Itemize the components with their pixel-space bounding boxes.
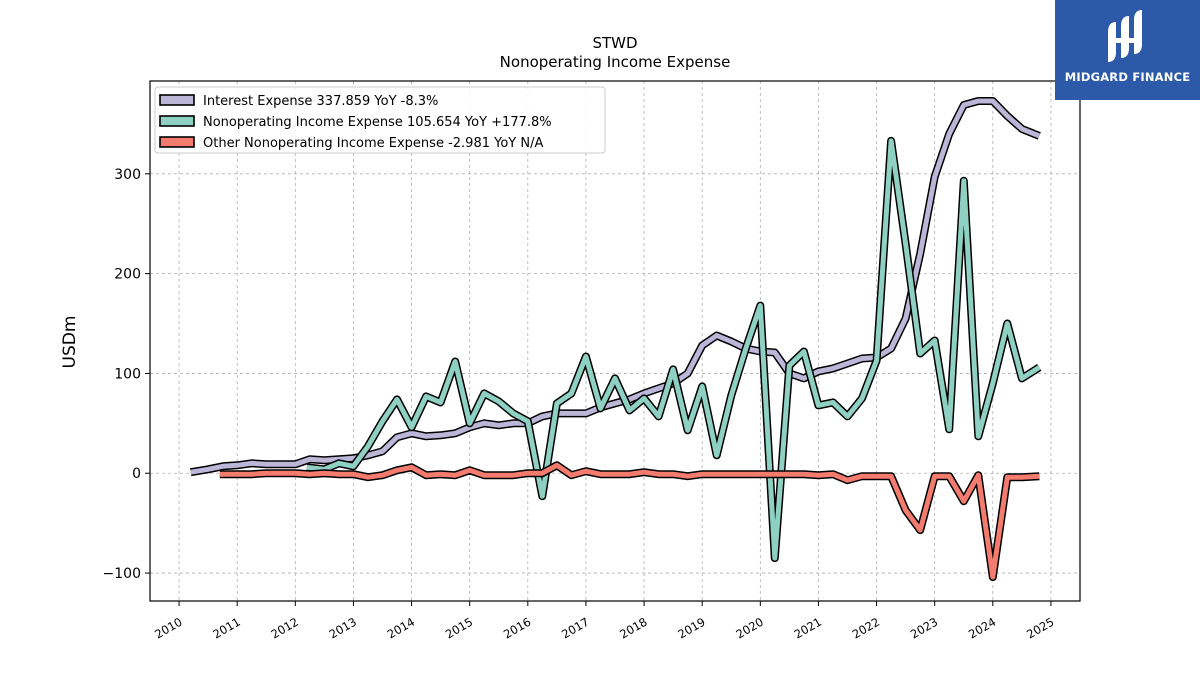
chart-subtitle: Nonoperating Income Expense bbox=[500, 53, 731, 71]
x-tick-label: 2012 bbox=[269, 615, 301, 642]
x-tick-label: 2014 bbox=[385, 615, 417, 642]
chart-title: STWD bbox=[592, 34, 637, 52]
legend-label-nonoperating-income-expense: Nonoperating Income Expense 105.654 YoY … bbox=[203, 115, 552, 130]
x-tick-label: 2011 bbox=[210, 615, 242, 642]
x-tick-label: 2022 bbox=[850, 615, 882, 642]
y-tick-label: 300 bbox=[114, 167, 141, 183]
legend-label-interest-expense: Interest Expense 337.859 YoY -8.3% bbox=[203, 94, 438, 109]
y-tick-label: 0 bbox=[132, 466, 141, 482]
x-tick-label: 2017 bbox=[559, 615, 591, 642]
x-tick-label: 2010 bbox=[152, 615, 184, 642]
x-tick-label: 2018 bbox=[617, 615, 649, 642]
legend-swatch-other-nonoperating-income-expense bbox=[159, 136, 195, 148]
x-tick-label: 2016 bbox=[501, 615, 533, 642]
x-tick-label: 2015 bbox=[443, 615, 475, 642]
series-line-nonoperating-income-expense bbox=[306, 138, 1041, 561]
legend-label-other-nonoperating-income-expense: Other Nonoperating Income Expense -2.981… bbox=[203, 136, 543, 151]
series-lines bbox=[190, 97, 1042, 581]
series-line-other-nonoperating-income-expense bbox=[219, 462, 1040, 580]
x-tick-label: 2023 bbox=[908, 615, 940, 642]
legend-swatch-nonoperating-income-expense bbox=[159, 115, 195, 127]
x-tick-label: 2025 bbox=[1024, 615, 1056, 642]
x-axis: 2010 2011 2012 2013 2014 2015 2016 2017 2018 2019… bbox=[152, 601, 1057, 642]
legend: Interest Expense 337.859 YoY -8.3% Nonope… bbox=[154, 86, 606, 154]
x-tick-label: 2013 bbox=[327, 615, 359, 642]
legend-box bbox=[154, 86, 606, 154]
y-axis-label: USDm bbox=[60, 316, 80, 369]
x-tick-label: 2019 bbox=[675, 615, 707, 642]
brand-name: MIDGARD FINANCE bbox=[1064, 70, 1191, 84]
brand-logo: MIDGARD FINANCE bbox=[1055, 0, 1200, 100]
y-axis: −100 0 100 200 300 bbox=[103, 167, 150, 582]
x-tick-label: 2024 bbox=[966, 615, 998, 642]
legend-swatch-interest-expense bbox=[159, 94, 195, 106]
y-tick-label: 100 bbox=[114, 366, 141, 382]
y-tick-label: 200 bbox=[114, 267, 141, 283]
y-tick-label: −100 bbox=[103, 566, 141, 582]
x-tick-label: 2020 bbox=[734, 615, 766, 642]
plot-frame bbox=[149, 80, 1081, 602]
brand-logo-mark-icon bbox=[1108, 10, 1142, 62]
series-line-interest-expense bbox=[190, 98, 1041, 475]
x-tick-label: 2021 bbox=[792, 615, 824, 642]
